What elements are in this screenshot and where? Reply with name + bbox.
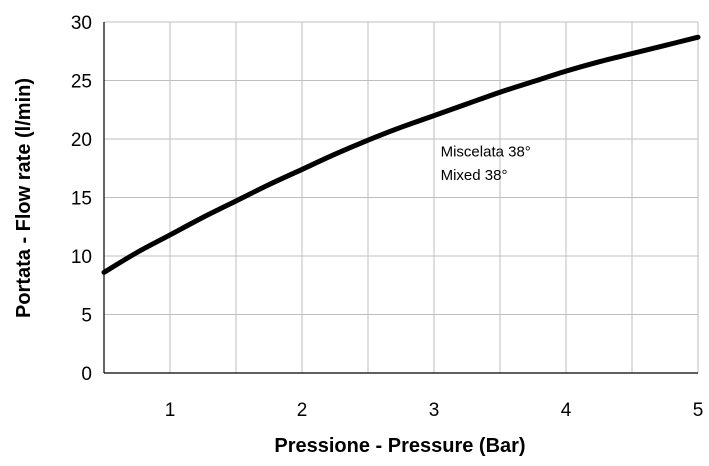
axes-layer bbox=[103, 22, 698, 374]
y-tick-label: 25 bbox=[71, 72, 92, 93]
y-tick-label: 5 bbox=[81, 306, 92, 327]
y-axis-title: Portata - Flow rate (l/min) bbox=[13, 78, 35, 318]
x-tick-label: 2 bbox=[297, 400, 308, 421]
x-axis-title: Pressione - Pressure (Bar) bbox=[274, 435, 525, 457]
series-layer bbox=[101, 34, 701, 275]
x-tick-label: 4 bbox=[561, 400, 572, 421]
annotation-label: Mixed 38° bbox=[441, 167, 508, 184]
y-tick-label: 15 bbox=[71, 189, 92, 210]
x-tick-label: 5 bbox=[693, 400, 704, 421]
series-line bbox=[101, 34, 701, 275]
x-tick-label: 1 bbox=[165, 400, 176, 421]
x-tick-label: 3 bbox=[429, 400, 440, 421]
y-tick-label: 20 bbox=[71, 130, 92, 151]
y-tick-label: 0 bbox=[81, 364, 92, 385]
y-tick-label: 30 bbox=[71, 13, 92, 34]
labels-layer: 0 5 10 15 20 25 30 1 2 3 4 5 Miscelata 38° Mixed 38° bbox=[71, 13, 703, 421]
grid-layer bbox=[104, 21, 699, 373]
annotation-label: Miscelata 38° bbox=[441, 144, 531, 161]
y-tick-label: 10 bbox=[71, 247, 92, 268]
